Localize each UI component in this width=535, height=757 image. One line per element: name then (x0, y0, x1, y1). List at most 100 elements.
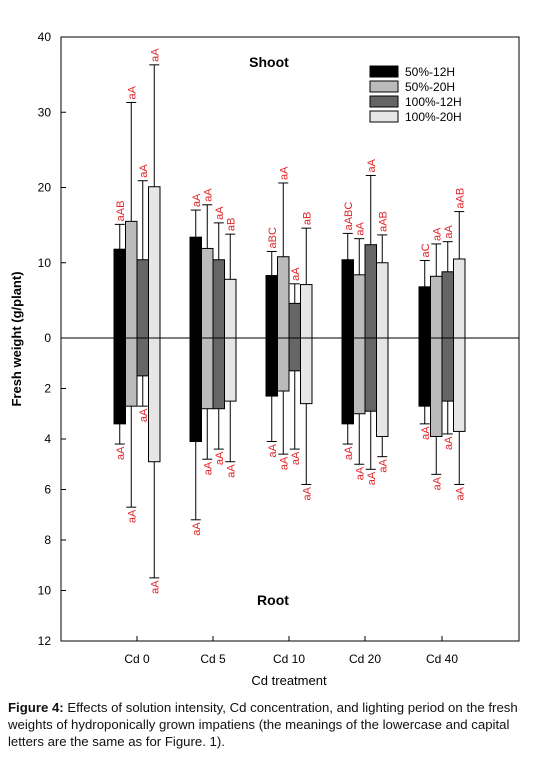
shoot-bar (453, 258, 466, 339)
y-tick-label-root: 8 (44, 533, 51, 547)
shoot-bar (418, 286, 431, 339)
y-axis-title: Fresh weight (g/plant) (9, 271, 24, 406)
root-significance-label: aA (377, 459, 389, 473)
shoot-bar (288, 302, 301, 339)
legend-swatch (369, 80, 399, 93)
root-bar (148, 337, 161, 463)
root-bar (418, 337, 431, 407)
shoot-significance-label: aA (431, 227, 443, 241)
x-tick-label: Cd 5 (200, 652, 226, 666)
x-axis-title: Cd treatment (251, 673, 327, 688)
legend-swatch (369, 65, 399, 78)
shoot-significance-label: aA (191, 193, 203, 207)
y-tick-label-root: 6 (44, 483, 51, 497)
x-tick-label: Cd 0 (124, 652, 150, 666)
y-tick-label-root: 2 (44, 382, 51, 396)
shoot-bar (113, 248, 126, 339)
root-significance-label: aA (225, 464, 237, 478)
shoot-significance-label: aBC (267, 227, 279, 248)
shoot-significance-label: aAB (454, 188, 466, 209)
root-significance-label: aA (278, 456, 290, 470)
root-bar (212, 337, 225, 410)
x-tick-label: Cd 10 (273, 652, 305, 666)
root-bar (113, 337, 126, 425)
shoot-significance-label: aB (225, 218, 237, 231)
shoot-bar (265, 275, 278, 339)
y-tick-label-root: 12 (38, 634, 52, 648)
root-significance-label: aA (149, 580, 161, 594)
root-bar (136, 337, 149, 377)
shoot-significance-label: aA (443, 225, 455, 239)
bars-layer (113, 64, 466, 579)
root-bar (364, 337, 377, 412)
y-tick-label-root: 4 (44, 432, 51, 446)
root-significance-label: aA (343, 446, 355, 460)
y-tick-label-shoot: 20 (38, 181, 52, 195)
root-significance-label: aA (420, 426, 432, 440)
x-tick-label: Cd 40 (426, 652, 458, 666)
root-significance-label: aA (290, 451, 302, 465)
shoot-bar (125, 220, 138, 339)
root-bar (288, 337, 301, 372)
legend-swatch (369, 110, 399, 123)
shoot-significance-label: aA (202, 188, 214, 202)
root-significance-label: aA (191, 522, 203, 536)
root-bar (376, 337, 389, 437)
shoot-significance-label: aA (138, 164, 150, 178)
shoot-bar (277, 256, 290, 339)
shoot-significance-label: aA (149, 48, 161, 62)
ticks-layer: 0 10 20 30 40 2 4 6 8 10 12 Cd 0 Cd 5 Cd 10 Cd 20 Cd 40 (38, 30, 459, 666)
root-bar (441, 337, 454, 402)
legend-label: 50%-12H (405, 65, 455, 79)
significance-labels: aABaAaAaAaBCaAaABCaAaCaAaAaAaAaAaAaAaAaA… (115, 48, 467, 594)
legend-swatch (369, 95, 399, 108)
shoot-bar (189, 236, 202, 339)
root-bar (341, 337, 354, 425)
figure-caption: Figure 4: Effects of solution intensity,… (8, 699, 528, 750)
shoot-significance-label: aAB (115, 201, 127, 222)
root-significance-label: aA (431, 476, 443, 490)
shoot-significance-label: aA (366, 158, 378, 172)
shoot-significance-label: aA (126, 85, 138, 99)
shoot-panel-label: Shoot (249, 54, 289, 70)
root-significance-label: aA (126, 509, 138, 523)
root-bar (300, 337, 313, 405)
root-bar (265, 337, 278, 397)
shoot-significance-label: aA (354, 222, 366, 236)
root-significance-label: aA (301, 486, 313, 500)
shoot-significance-label: aABC (343, 202, 355, 231)
shoot-bar (201, 247, 214, 339)
caption-text: Effects of solution intensity, Cd concen… (8, 700, 518, 749)
root-bar (430, 337, 443, 437)
shoot-significance-label: aAB (377, 211, 389, 232)
legend-label: 100%-20H (405, 110, 462, 124)
y-tick-label-shoot: 30 (38, 105, 52, 119)
y-tick-label-shoot: 10 (38, 256, 52, 270)
shoot-bar (364, 244, 377, 339)
y-tick-label-shoot: 0 (44, 331, 51, 345)
plot-frame (60, 36, 520, 642)
shoot-bar (376, 262, 389, 339)
legend-label: 100%-12H (405, 95, 462, 109)
shoot-bar (430, 275, 443, 339)
x-tick-label: Cd 20 (349, 652, 381, 666)
shoot-significance-label: aA (278, 166, 290, 180)
legend-label: 50%-20H (405, 80, 455, 94)
root-significance-label: aA (267, 443, 279, 457)
root-bar (189, 337, 202, 443)
shoot-bar (441, 271, 454, 339)
shoot-significance-label: aC (420, 243, 432, 257)
shoot-significance-label: aB (301, 212, 313, 225)
root-bar (201, 337, 214, 410)
y-tick-label-root: 10 (38, 584, 52, 598)
shoot-bar (224, 278, 237, 339)
root-bar (453, 337, 466, 432)
root-significance-label: aA (454, 486, 466, 500)
shoot-bar (300, 284, 313, 339)
shoot-bar (148, 186, 161, 339)
shoot-bar (353, 274, 366, 339)
root-significance-label: aA (443, 436, 455, 450)
root-bar (125, 337, 138, 407)
